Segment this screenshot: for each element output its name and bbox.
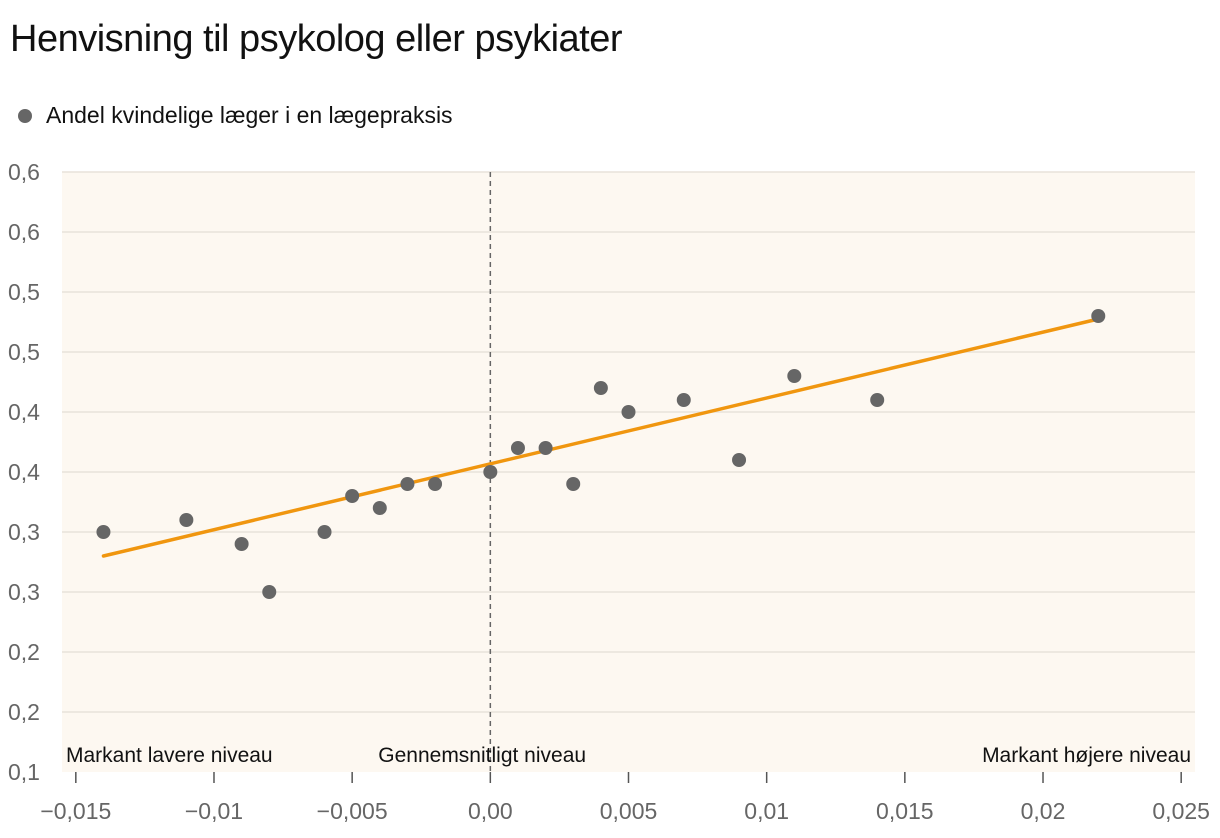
y-tick-label: 0,2 xyxy=(8,699,40,725)
x-tick-label: 0,015 xyxy=(876,798,934,824)
y-tick-label: 0,6 xyxy=(8,159,40,185)
data-point xyxy=(262,585,277,599)
legend: Andel kvindelige læger i en lægepraksis xyxy=(18,102,453,129)
data-point xyxy=(234,537,249,551)
x-tick-label: 0,025 xyxy=(1152,798,1210,824)
x-axis: −0,015 −0,01 −0,005 0,00 0,005 0,01 0,015 0,02 0… xyxy=(40,772,1210,824)
data-point xyxy=(179,513,194,527)
data-point xyxy=(510,441,525,455)
data-point xyxy=(676,393,691,407)
x-tick-label: −0,005 xyxy=(317,798,388,824)
x-tick-label: 0,02 xyxy=(1021,798,1066,824)
data-point xyxy=(870,393,885,407)
x-tick-label: 0,01 xyxy=(744,798,789,824)
data-point xyxy=(1091,309,1106,323)
y-tick-label: 0,3 xyxy=(8,519,40,545)
data-point xyxy=(566,477,581,491)
data-point xyxy=(483,465,498,479)
y-gridlines xyxy=(62,171,1195,713)
data-point xyxy=(732,453,747,467)
legend-marker xyxy=(18,108,32,123)
annotations: Markant lavere niveau Gennemsnitligt nive… xyxy=(66,744,1191,767)
data-point xyxy=(317,525,332,539)
data-point xyxy=(96,525,111,539)
x-tick-label: −0,015 xyxy=(40,798,111,824)
x-tick-label: 0,00 xyxy=(468,798,513,824)
y-tick-label: 0,5 xyxy=(8,339,40,365)
data-point xyxy=(593,381,608,395)
annotation-label: Markant højere niveau xyxy=(982,744,1191,767)
y-tick-label: 0,6 xyxy=(8,219,40,245)
y-tick-label: 0,4 xyxy=(8,399,40,425)
x-tick-label: 0,005 xyxy=(600,798,658,824)
chart-title: Henvisning til psykolog eller psykiater xyxy=(10,18,623,60)
annotation-label: Gennemsnitligt niveau xyxy=(378,744,586,767)
y-axis-labels: 0,1 0,2 0,2 0,3 0,3 0,4 0,4 0,5 0,5 0,6 0,6 xyxy=(8,159,40,785)
trend-line xyxy=(101,317,1101,558)
data-point xyxy=(621,405,636,419)
data-points xyxy=(96,309,1106,599)
annotation-label: Markant lavere niveau xyxy=(66,744,273,767)
data-point xyxy=(400,477,415,491)
data-point xyxy=(372,501,387,515)
legend-label: Andel kvindelige læger i en lægepraksis xyxy=(46,102,453,128)
x-tick-label: −0,01 xyxy=(185,798,243,824)
y-tick-label: 0,3 xyxy=(8,579,40,605)
y-tick-label: 0,1 xyxy=(8,759,40,785)
data-point xyxy=(428,477,443,491)
data-point xyxy=(538,441,553,455)
data-point xyxy=(345,489,360,503)
y-tick-label: 0,4 xyxy=(8,459,40,485)
y-tick-label: 0,5 xyxy=(8,279,40,305)
data-point xyxy=(787,369,802,383)
y-tick-label: 0,2 xyxy=(8,639,40,665)
